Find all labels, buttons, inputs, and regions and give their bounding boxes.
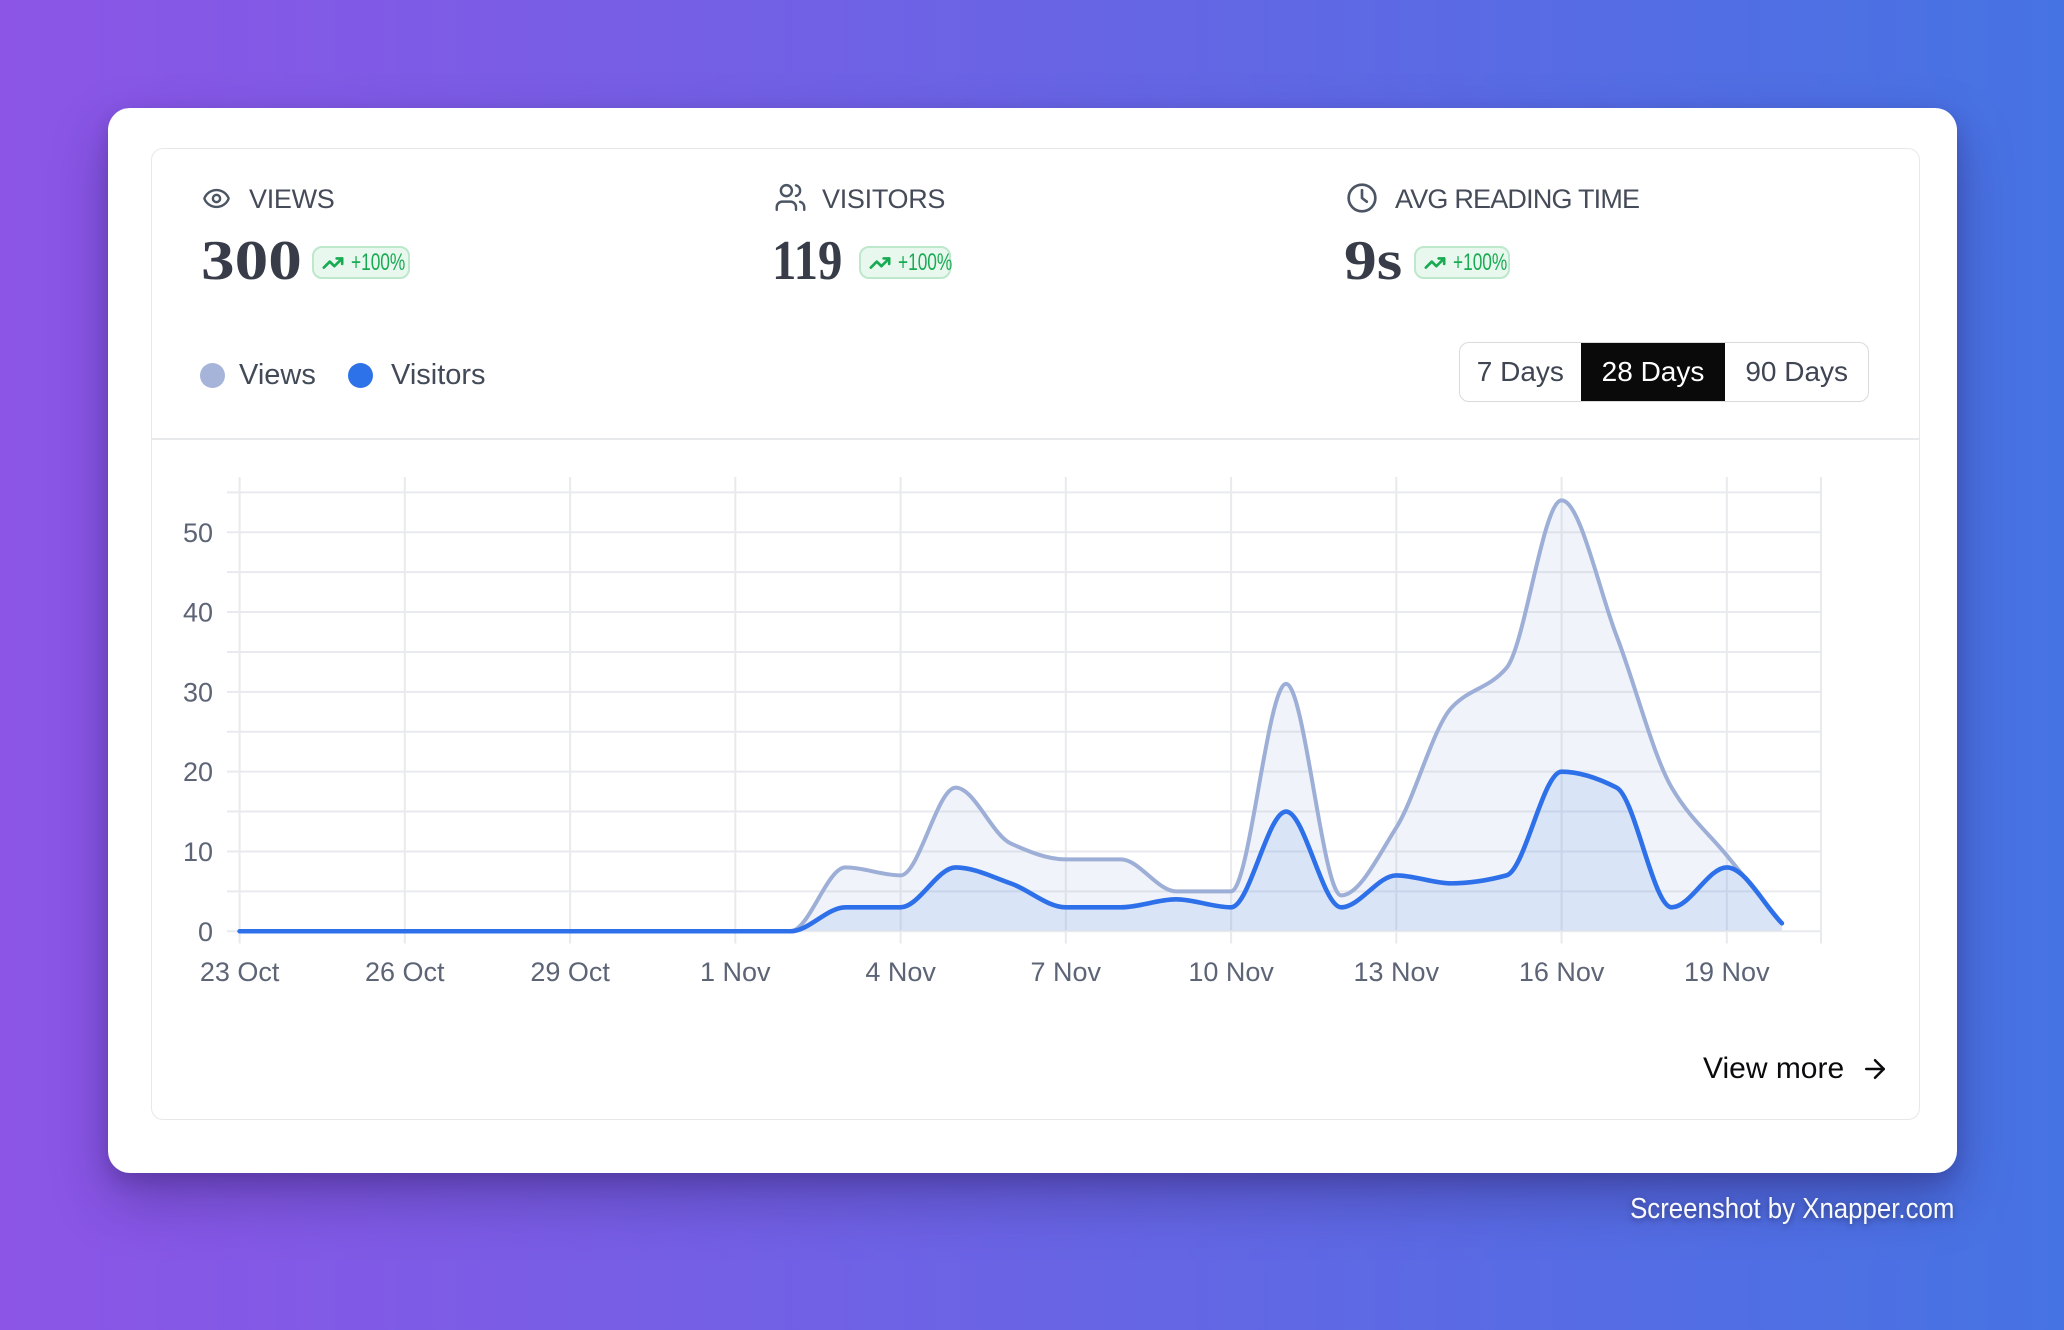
svg-text:23 Oct: 23 Oct [200,957,280,987]
svg-text:16 Nov: 16 Nov [1519,957,1605,987]
svg-text:30: 30 [183,677,213,707]
svg-text:7 Nov: 7 Nov [1031,957,1102,987]
svg-text:10: 10 [183,837,213,867]
svg-text:40: 40 [183,598,213,628]
svg-text:13 Nov: 13 Nov [1354,957,1440,987]
svg-text:10 Nov: 10 Nov [1188,957,1274,987]
svg-text:0: 0 [198,917,213,947]
svg-text:26 Oct: 26 Oct [365,957,445,987]
svg-text:19 Nov: 19 Nov [1684,957,1770,987]
svg-text:20: 20 [183,757,213,787]
svg-text:50: 50 [183,518,213,548]
svg-text:4 Nov: 4 Nov [865,957,936,987]
svg-text:29 Oct: 29 Oct [530,957,610,987]
svg-text:1 Nov: 1 Nov [700,957,771,987]
